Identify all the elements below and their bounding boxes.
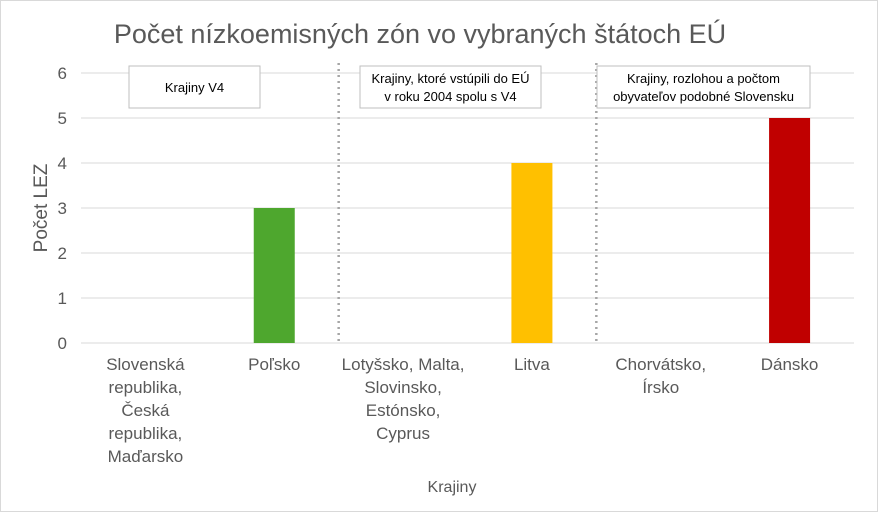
bar [253,208,295,343]
group-note-text: Krajiny, rozlohou a počtom obyvateľov pod… [613,71,794,104]
x-tick-label: Dánsko [761,355,819,374]
y-tick-label: 5 [58,109,67,128]
y-axis-title: Počet LEZ [31,163,52,252]
y-tick-label: 1 [58,289,67,308]
x-tick-label: Poľsko [248,355,300,374]
bar [511,163,553,343]
group-note-box [359,65,542,109]
x-tick-label: Litva [514,355,550,374]
group-note-text: Krajiny V4 [165,80,224,95]
group-note-text: Krajiny, ktoré vstúpili do EÚ v roku 2004… [372,71,530,104]
chart-title: Počet nízkoemisných zón vo vybraných štá… [114,18,726,49]
x-axis-title: Krajiny [428,479,477,496]
y-tick-label: 2 [58,244,67,263]
y-tick-label: 4 [58,154,67,173]
x-tick-label: Lotyšsko, Malta, Slovinsko, Estónsko, Cypru… [342,355,465,443]
y-tick-label: 3 [58,199,67,218]
bar [769,118,811,343]
x-tick-label: Slovenská republika, Česká republika, Maďars… [106,355,185,466]
group-note-box [128,65,261,109]
y-tick-label: 0 [58,334,67,353]
y-tick-label: 6 [58,64,67,83]
group-note-box [596,65,811,109]
x-tick-label: Chorvátsko, Írsko [615,355,706,397]
